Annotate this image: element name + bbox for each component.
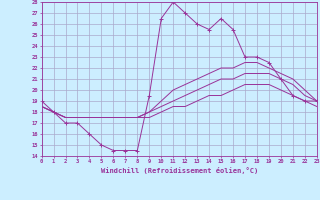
X-axis label: Windchill (Refroidissement éolien,°C): Windchill (Refroidissement éolien,°C) [100, 167, 258, 174]
